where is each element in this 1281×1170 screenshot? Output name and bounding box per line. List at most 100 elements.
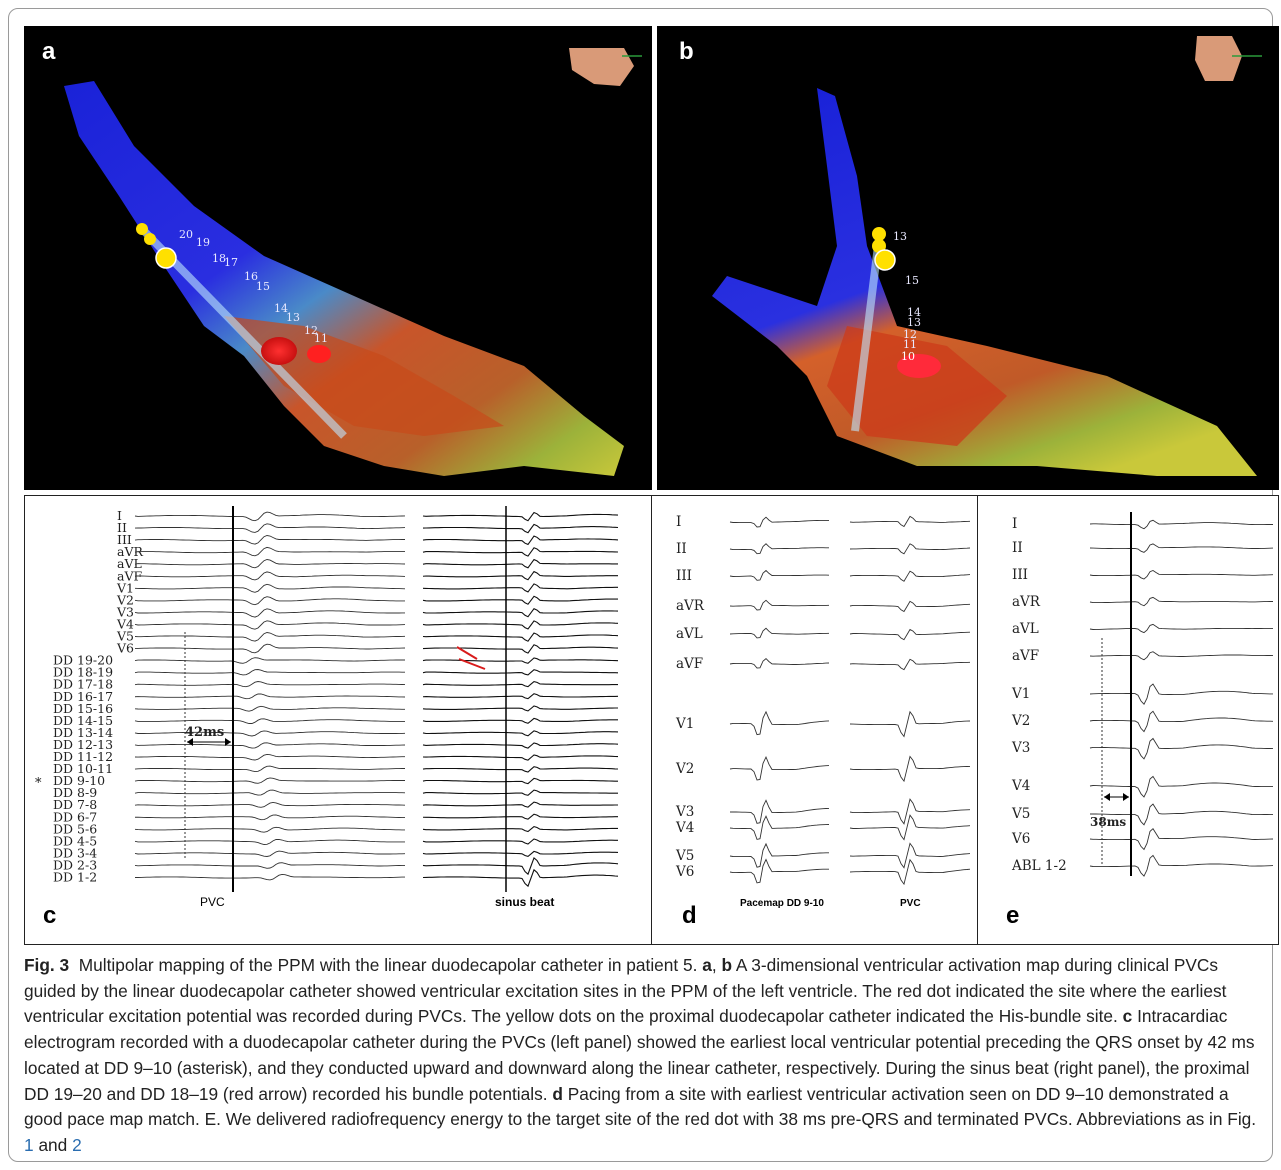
sinus-trace: [422, 868, 619, 888]
pvc-trace: [134, 862, 405, 869]
sinus-trace: [422, 657, 619, 664]
lead-label: DD 19-20: [53, 653, 113, 668]
activation-zone: [827, 326, 1007, 446]
electrode-number: 18: [212, 252, 226, 265]
ecg-trace: [1089, 651, 1274, 661]
lead-label: V4: [116, 616, 134, 631]
interval-label: 42ms: [185, 725, 224, 740]
pvc-trace: [849, 710, 971, 738]
sinus-trace: [422, 547, 619, 557]
caption-ref-c: c: [1122, 1006, 1133, 1027]
panel-label-e: e: [1006, 902, 1020, 929]
electrode-number: 15: [905, 274, 919, 287]
earliest-activation-dot: [307, 345, 331, 363]
lead-label: ABL 1-2: [1011, 858, 1067, 874]
lead-label: V2: [675, 761, 694, 777]
pacemap-trace: [729, 543, 829, 555]
sinus-trace: [422, 583, 618, 593]
torso-orientation-icon: [1195, 36, 1242, 81]
lead-label: V2: [116, 592, 134, 607]
sinus-trace: [422, 742, 619, 749]
lead-label: III: [1012, 567, 1028, 583]
lead-label: V1: [116, 580, 134, 595]
pvc-trace: [134, 643, 406, 654]
figure-caption: Fig. 3 Multipolar mapping of the PPM wit…: [24, 955, 1257, 1155]
red-arrow: [458, 658, 486, 670]
lead-label: aVR: [1012, 594, 1041, 610]
figure-link-2[interactable]: 2: [72, 1134, 82, 1155]
his-dot: [872, 227, 886, 241]
sinus-trace: [422, 705, 618, 712]
sinus-trace: [422, 730, 619, 737]
pvc-trace: [849, 600, 971, 613]
lead-label: I: [676, 514, 681, 530]
sinus-trace: [422, 825, 618, 833]
pvc-trace: [134, 801, 406, 808]
sinus-trace: [422, 801, 618, 808]
sinus-trace: [422, 570, 618, 581]
pvc-trace: [134, 669, 405, 676]
pvc-trace: [134, 850, 406, 857]
pvc-trace: [134, 571, 406, 581]
sinus-trace: [422, 632, 619, 642]
pvc-trace: [134, 789, 406, 796]
pvc-trace: [849, 814, 971, 841]
pacemap-trace: [729, 799, 830, 824]
lead-label: DD 3-4: [53, 845, 97, 860]
ecg-trace: [1089, 569, 1274, 580]
pacemap-trace: [729, 627, 830, 639]
caption-ref-b: b: [721, 955, 733, 975]
lead-label: I: [1012, 516, 1017, 532]
lead-label: DD 15-16: [53, 701, 113, 716]
figure-link-1[interactable]: 1: [24, 1134, 34, 1155]
sinus-trace: [422, 856, 619, 876]
pvc-trace: [134, 608, 405, 618]
lead-label: aVF: [676, 656, 703, 672]
electrode-number: 16: [244, 270, 258, 283]
pvc-trace: [134, 596, 405, 606]
lead-label: V1: [675, 716, 694, 732]
sinus-trace: [422, 535, 619, 546]
pvc-label: PVC: [200, 895, 225, 909]
pacemap-label: Pacemap DD 9-10: [740, 898, 824, 909]
lead-label: II: [117, 520, 127, 535]
pvc-trace: [134, 777, 405, 784]
pvc-trace: [849, 842, 971, 869]
his-dot: [144, 233, 156, 245]
ecg-trace: [1089, 519, 1273, 530]
sinus-trace: [422, 777, 618, 785]
lead-label: V3: [1011, 740, 1030, 756]
torso-orientation-icon: [569, 48, 634, 86]
sinus-trace: [422, 608, 619, 618]
sinus-trace: [422, 680, 618, 688]
lead-label: DD 8-9: [53, 785, 97, 800]
electrode-number: 19: [196, 236, 210, 249]
pvc-trace: [134, 546, 405, 557]
pvc-trace: [134, 718, 405, 724]
pacemap-trace: [729, 842, 829, 868]
electrode-number: 11: [903, 338, 917, 351]
pvc-trace: [849, 570, 971, 582]
caption-fig-label: Fig. 3: [24, 955, 70, 975]
lead-label: V4: [675, 820, 694, 836]
sinus-trace: [422, 523, 619, 534]
lead-label: V2: [1011, 713, 1030, 729]
lead-label: V6: [116, 641, 134, 656]
pvc-trace: [134, 693, 406, 700]
pvc-trace: [849, 658, 971, 671]
panel-c-electrogram: I II III aVR aVL aVF V1 V2 V3 V4 V5 V6 DD 19-20 DD 18…: [24, 495, 652, 945]
earliest-activation-dot: [897, 354, 941, 378]
lead-label: aVF: [117, 568, 142, 583]
pacemap-trace: [729, 755, 830, 781]
lead-label: aVR: [117, 544, 143, 559]
lead-label: DD 13-14: [53, 725, 113, 740]
pvc-trace: [134, 535, 405, 545]
ecg-trace: [1089, 803, 1273, 826]
pvc-trace: [134, 753, 405, 761]
pacemap-trace: [729, 815, 830, 840]
lead-label: V6: [675, 864, 694, 880]
pvc-trace: [849, 798, 971, 825]
asterisk-marker: *: [35, 776, 42, 791]
